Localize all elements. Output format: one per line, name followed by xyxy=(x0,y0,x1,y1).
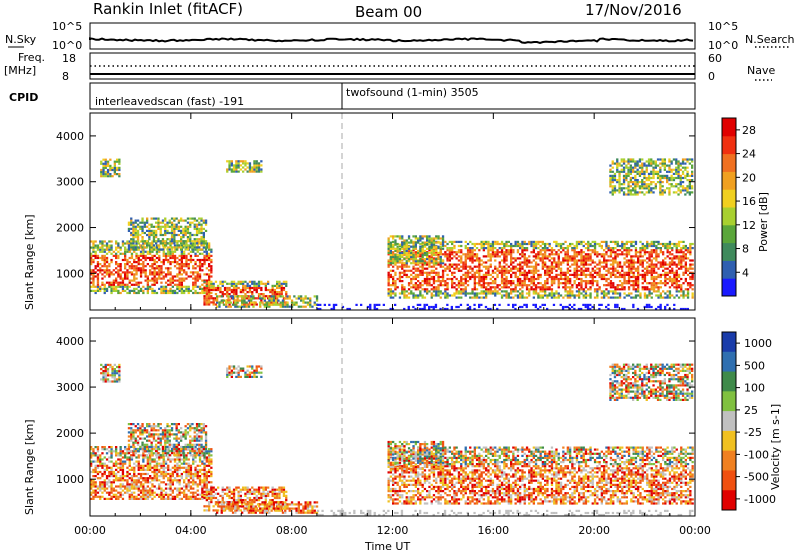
colorbar-swatch xyxy=(722,451,736,471)
mode-label-2: twofsound (1-min) 3505 xyxy=(346,86,479,99)
freq-top-tick: 18 xyxy=(62,52,76,65)
colorbar-swatch xyxy=(722,171,736,189)
colorbar-swatch xyxy=(722,243,736,261)
time-axis-label: Time UT xyxy=(364,540,410,553)
cpid-label: CPID xyxy=(9,91,38,104)
nsky-top-tick: 10^5 xyxy=(52,20,82,33)
velocity-colorbar: 1000 500 100 25 -25 -100 -500 -1000 Velocity [m… xyxy=(722,332,782,511)
colorbar-tick-label: 1000 xyxy=(744,337,772,350)
colorbar-swatch xyxy=(722,207,736,225)
colorbar-tick-label: 100 xyxy=(744,382,765,395)
colorbar-swatch xyxy=(722,372,736,392)
colorbar-tick-label: 25 xyxy=(744,404,758,417)
velocity-ylabel: Slant Range [km] xyxy=(23,419,36,515)
colorbar-swatch xyxy=(722,352,736,372)
colorbar-swatch xyxy=(722,411,736,431)
nave-top-tick: 60 xyxy=(708,52,722,65)
nave-label: Nave xyxy=(747,64,775,77)
y-tick-label: 3000 xyxy=(56,381,84,394)
nsky-top-tick-right: 10^5 xyxy=(708,20,738,33)
freq-strip: Freq. [MHz] 18 8 60 0 Nave xyxy=(4,51,775,83)
y-tick-label: 3000 xyxy=(56,176,84,189)
station-title: Rankin Inlet (fitACF) xyxy=(93,0,243,18)
x-tick-label: 16:00 xyxy=(477,524,509,537)
freq-label-2: [MHz] xyxy=(4,64,36,77)
y-tick-label: 1000 xyxy=(56,267,84,280)
colorbar-swatch xyxy=(722,189,736,207)
colorbar-tick-label: 28 xyxy=(742,124,756,137)
colorbar-swatch xyxy=(722,431,736,451)
nsearch-label: N.Search xyxy=(745,33,795,46)
x-tick-label: 08:00 xyxy=(276,524,308,537)
colorbar-swatch xyxy=(722,278,736,296)
colorbar-tick-label: 16 xyxy=(742,195,756,208)
velocity-cbar-label: Velocity [m s-1] xyxy=(769,404,782,490)
colorbar-tick-label: -1000 xyxy=(744,493,776,506)
y-tick-label: 4000 xyxy=(56,130,84,143)
power-ylabel: Slant Range [km] xyxy=(23,214,36,310)
colorbar-swatch xyxy=(722,260,736,278)
colorbar-tick-label: -25 xyxy=(744,426,762,439)
colorbar-swatch xyxy=(722,470,736,490)
y-tick-label: 1000 xyxy=(56,473,84,486)
y-tick-label: 4000 xyxy=(56,335,84,348)
nsky-bottom-tick: 10^0 xyxy=(52,39,82,52)
colorbar-swatch xyxy=(722,136,736,154)
x-tick-label: 12:00 xyxy=(377,524,409,537)
power-panel: 1000 2000 3000 4000 Slant Range [km] xyxy=(23,113,695,310)
velocity-panel: 1000 2000 3000 4000 00:00 04:00 08:00 12:00 16:0… xyxy=(23,318,711,553)
colorbar-tick-label: 20 xyxy=(742,171,756,184)
x-tick-label: 00:00 xyxy=(679,524,711,537)
power-colorbar: 4 8 12 16 20 24 28 Power [dB] xyxy=(722,118,770,297)
x-tick-label: 00:00 xyxy=(74,524,106,537)
cpid-strip: CPID interleavedscan (fast) -191 twofsou… xyxy=(9,83,695,109)
colorbar-tick-label: 4 xyxy=(742,266,749,279)
colorbar-swatch xyxy=(722,490,736,510)
y-tick-label: 2000 xyxy=(56,222,84,235)
nsky-label: N.Sky xyxy=(5,33,37,46)
colorbar-tick-label: 12 xyxy=(742,219,756,232)
colorbar-tick-label: -100 xyxy=(744,448,769,461)
freq-label-1: Freq. xyxy=(18,51,45,64)
colorbar-tick-label: 8 xyxy=(742,243,749,256)
power-cbar-label: Power [dB] xyxy=(757,192,770,252)
x-tick-label: 20:00 xyxy=(578,524,610,537)
x-tick-label: 04:00 xyxy=(175,524,207,537)
colorbar-swatch xyxy=(722,118,736,136)
colorbar-swatch xyxy=(722,391,736,411)
freq-bottom-tick: 8 xyxy=(62,70,69,83)
colorbar-tick-label: 24 xyxy=(742,148,756,161)
nave-bottom-tick: 0 xyxy=(708,70,715,83)
colorbar-swatch xyxy=(722,154,736,172)
colorbar-tick-label: 500 xyxy=(744,359,765,372)
beam-label: Beam 00 xyxy=(355,3,422,21)
y-tick-label: 2000 xyxy=(56,427,84,440)
nsky-bottom-tick-right: 10^0 xyxy=(708,39,738,52)
colorbar-swatch xyxy=(722,225,736,243)
nsky-strip: N.Sky 10^5 10^0 10^5 10^0 N.Search xyxy=(5,20,795,52)
colorbar-tick-label: -500 xyxy=(744,471,769,484)
date-label: 17/Nov/2016 xyxy=(585,1,682,19)
mode-label-1: interleavedscan (fast) -191 xyxy=(95,95,244,108)
colorbar-swatch xyxy=(722,332,736,352)
